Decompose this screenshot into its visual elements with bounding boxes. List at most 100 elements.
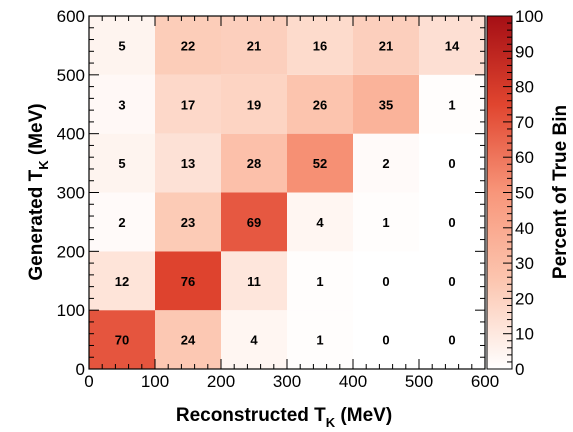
heatmap-cell bbox=[221, 310, 287, 369]
colorbar-ticks bbox=[503, 15, 512, 370]
axis-ticks bbox=[88, 15, 486, 370]
heatmap-cell bbox=[353, 310, 419, 369]
cell-value-label: 76 bbox=[181, 274, 195, 289]
cell-value-label: 13 bbox=[181, 156, 195, 171]
cell-value-label: 23 bbox=[181, 215, 195, 230]
cell-value-label: 28 bbox=[247, 156, 261, 171]
colorbar-tick-label: 50 bbox=[515, 184, 534, 203]
cell-value-label: 5 bbox=[118, 156, 125, 171]
cell-value-label: 26 bbox=[313, 97, 327, 112]
heatmap-cell bbox=[89, 192, 155, 252]
heatmap-cell bbox=[155, 133, 221, 193]
cell-value-label: 35 bbox=[379, 97, 393, 112]
heatmap-cell-labels: 70 24 4 1 0 012 76 11 1 0 02 23 69 4 1 05 13 28 52 2 03 17 19 2… bbox=[115, 38, 460, 347]
colorbar-tick-labels: 0 10 20 30 40 50 60 70 80 90 100 bbox=[515, 7, 543, 379]
heatmap-cell bbox=[419, 74, 485, 134]
heatmap-cell bbox=[419, 192, 485, 252]
x-tick-label: 100 bbox=[141, 372, 169, 391]
heatmap-cells bbox=[89, 16, 485, 369]
y-axis-title: Generated TK (MeV) bbox=[26, 103, 51, 280]
heatmap-cell bbox=[221, 16, 287, 75]
heatmap-cell bbox=[419, 310, 485, 369]
colorbar-title: Percent of True Bin bbox=[550, 105, 571, 279]
x-tick-label: 500 bbox=[405, 372, 433, 391]
cell-value-label: 0 bbox=[448, 333, 455, 348]
cell-value-label: 1 bbox=[316, 274, 323, 289]
x-tick-labels: 0 100 200 300 400 500 600 bbox=[84, 372, 499, 391]
heatmap-cell bbox=[155, 251, 221, 311]
cell-value-label: 1 bbox=[382, 215, 389, 230]
cell-value-label: 3 bbox=[118, 97, 125, 112]
heatmap-cell bbox=[155, 74, 221, 134]
colorbar-tick-label: 70 bbox=[515, 113, 534, 132]
cell-value-label: 21 bbox=[247, 38, 261, 53]
cell-value-label: 4 bbox=[316, 215, 324, 230]
cell-value-label: 0 bbox=[448, 215, 455, 230]
heatmap-cell bbox=[89, 251, 155, 311]
x-tick-label: 200 bbox=[207, 372, 235, 391]
colorbar-tick-label: 0 bbox=[515, 360, 524, 379]
heatmap-cell bbox=[89, 310, 155, 369]
cell-value-label: 69 bbox=[247, 215, 261, 230]
y-axis-title-main: Generated T bbox=[26, 169, 47, 280]
heatmap-cell bbox=[287, 74, 353, 134]
heatmap-cell bbox=[353, 74, 419, 134]
heatmap-cell bbox=[155, 16, 221, 75]
heatmap-cell bbox=[287, 133, 353, 193]
x-tick-label: 400 bbox=[339, 372, 367, 391]
cell-value-label: 12 bbox=[115, 274, 129, 289]
cell-value-label: 21 bbox=[379, 38, 393, 53]
heatmap-cell bbox=[419, 16, 485, 75]
cell-value-label: 19 bbox=[247, 97, 261, 112]
heatmap-cell bbox=[89, 74, 155, 134]
colorbar-tick-label: 10 bbox=[515, 325, 534, 344]
y-tick-label: 300 bbox=[57, 184, 85, 203]
y-tick-label: 200 bbox=[57, 242, 85, 261]
y-tick-label: 0 bbox=[76, 360, 85, 379]
cell-value-label: 0 bbox=[448, 274, 455, 289]
cell-value-label: 24 bbox=[181, 333, 196, 348]
cell-value-label: 1 bbox=[448, 97, 455, 112]
cell-value-label: 4 bbox=[250, 333, 258, 348]
cell-value-label: 14 bbox=[445, 38, 460, 53]
y-tick-label: 100 bbox=[57, 301, 85, 320]
heatmap-cell bbox=[287, 310, 353, 369]
y-tick-label: 600 bbox=[57, 7, 85, 26]
heatmap-cell bbox=[353, 192, 419, 252]
cell-value-label: 17 bbox=[181, 97, 195, 112]
y-tick-label: 500 bbox=[57, 66, 85, 85]
x-axis-title-subscript: K bbox=[326, 415, 336, 430]
heatmap-cell bbox=[221, 251, 287, 311]
colorbar-tick-label: 30 bbox=[515, 254, 534, 273]
y-axis-title-subscript: K bbox=[36, 160, 51, 170]
heatmap-cell bbox=[419, 251, 485, 311]
colorbar-tick-label: 60 bbox=[515, 148, 534, 167]
cell-value-label: 16 bbox=[313, 38, 327, 53]
heatmap-cell bbox=[155, 310, 221, 369]
cell-value-label: 70 bbox=[115, 333, 129, 348]
x-tick-label: 300 bbox=[273, 372, 301, 391]
colorbar-tick-label: 80 bbox=[515, 78, 534, 97]
heatmap-cell bbox=[353, 133, 419, 193]
cell-value-label: 1 bbox=[316, 333, 323, 348]
cell-value-label: 5 bbox=[118, 38, 125, 53]
heatmap-cell bbox=[89, 16, 155, 75]
heatmap-cell bbox=[221, 74, 287, 134]
x-axis-title-main: Reconstructed T bbox=[176, 405, 326, 426]
x-tick-label: 0 bbox=[84, 372, 93, 391]
cell-value-label: 0 bbox=[382, 274, 389, 289]
cell-value-label: 52 bbox=[313, 156, 327, 171]
heatmap-cell bbox=[89, 133, 155, 193]
x-axis-title: Reconstructed TK (MeV) bbox=[176, 405, 392, 430]
colorbar-tick-label: 40 bbox=[515, 219, 534, 238]
heatmap-cell bbox=[287, 251, 353, 311]
heatmap-cell bbox=[155, 192, 221, 252]
heatmap-cell bbox=[287, 192, 353, 252]
heatmap-cell bbox=[221, 133, 287, 193]
y-tick-labels: 0 100 200 300 400 500 600 bbox=[57, 7, 85, 379]
cell-value-label: 0 bbox=[382, 333, 389, 348]
x-axis-title-unit: (MeV) bbox=[335, 405, 392, 426]
colorbar-tick-label: 90 bbox=[515, 42, 534, 61]
y-axis-title-unit: (MeV) bbox=[26, 103, 47, 160]
x-tick-label: 600 bbox=[471, 372, 499, 391]
